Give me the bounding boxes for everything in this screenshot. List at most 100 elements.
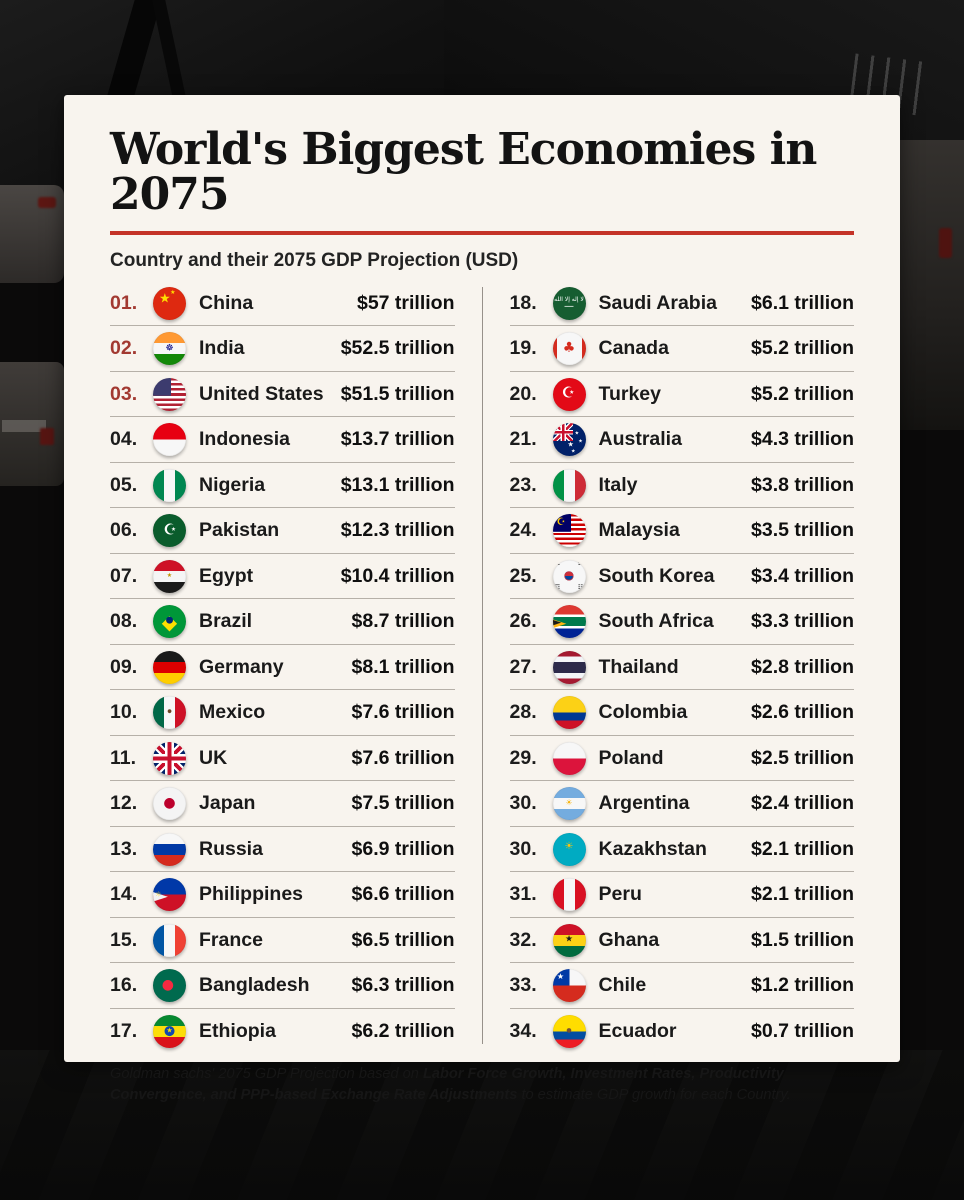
gdp-value: $2.6 trillion (751, 701, 854, 723)
rank-label: 06. (110, 519, 138, 541)
flag-emblem: ☀ (564, 841, 574, 853)
flag-emblem: ★ (574, 430, 580, 437)
flag-emblem: ☪ (561, 383, 576, 402)
country-name: South Africa (598, 610, 714, 632)
flag-emblem: ★ (166, 572, 173, 579)
flag-saudi-arabia-icon: لا إله إلا الله — (552, 286, 586, 320)
country-name: Australia (598, 428, 682, 450)
rank-label: 20. (509, 382, 537, 405)
gdp-value: $0.7 trillion (751, 1020, 854, 1042)
flag-emblem: ► (552, 607, 567, 636)
country-name: Malaysia (598, 519, 680, 541)
gdp-value: $3.4 trillion (751, 564, 854, 587)
country-name: Chile (598, 974, 647, 996)
country-name: Mexico (199, 701, 266, 723)
rank-label: 21. (509, 428, 537, 450)
flag-emblem: ★ (567, 440, 574, 449)
country-name: Turkey (598, 382, 662, 405)
subtitle: Country and their 2075 GDP Projection (U… (110, 249, 519, 271)
background-floor-fade (0, 1050, 964, 1200)
ranking-row-germany: 09. Germany $8.1 trillion (110, 645, 455, 691)
rank-label: 04. (110, 428, 138, 450)
country-name: Egypt (199, 564, 254, 587)
footer-text: to estimate GDP growth for each Country. (517, 1087, 791, 1104)
gdp-value: $57 trillion (356, 291, 455, 314)
gdp-value: $5.2 trillion (751, 382, 854, 405)
flag-emblem: ★ (556, 972, 564, 982)
ranking-row-chile: 33. ★ Chile $1.2 trillion (509, 963, 854, 1009)
gdp-value: $51.5 trillion (340, 382, 455, 405)
flag-japan-icon: ● (153, 787, 186, 820)
country-name: Thailand (598, 655, 679, 678)
flag-colombia-icon (552, 696, 586, 729)
flag-emblem: ☪ (163, 520, 177, 539)
ranking-row-bangladesh: 16. ● Bangladesh $6.3 trillion (110, 963, 455, 1009)
flag-emblem: — (564, 300, 574, 312)
rank-label: 24. (509, 519, 537, 541)
gdp-value: $2.1 trillion (751, 883, 854, 905)
background-license-plate (2, 420, 46, 432)
gdp-value: $7.5 trillion (351, 792, 455, 814)
ranking-row-peru: 31. Peru $2.1 trillion (509, 872, 854, 918)
country-name: Ecuador (598, 1020, 677, 1042)
flag-egypt-icon: ★ (153, 559, 186, 593)
gdp-value: $6.3 trillion (351, 974, 455, 996)
country-name: Nigeria (199, 473, 266, 496)
gdp-value: $13.1 trillion (340, 473, 455, 496)
ranking-row-brazil: 08. ◆ ● Brazil $8.7 trillion (110, 599, 455, 645)
ranking-row-philippines: 14. ► ☼ Philippines $6.6 trillion (110, 872, 455, 918)
country-name: China (199, 291, 254, 314)
rank-label: 28. (509, 701, 537, 723)
flag-south-africa-icon: ► ► (552, 605, 586, 638)
gdp-value: $6.5 trillion (351, 928, 455, 951)
rank-label: 32. (509, 928, 537, 951)
flag-emblem: لا إله إلا الله (554, 295, 584, 303)
flag-emblem: ☰ (554, 560, 561, 568)
rank-label: 26. (509, 610, 537, 632)
country-name: Philippines (199, 883, 304, 905)
ranking-row-japan: 12. ● Japan $7.5 trillion (110, 781, 455, 827)
ranking-row-argentina: 30. ☀ Argentina $2.4 trillion (509, 781, 854, 827)
gdp-value: $1.5 trillion (751, 928, 854, 951)
country-name: Bangladesh (199, 974, 310, 996)
gdp-value: $2.5 trillion (751, 746, 854, 769)
ranking-row-china: 01. ★ ★ China $57 trillion (110, 281, 455, 327)
gdp-value: $3.5 trillion (751, 519, 854, 541)
rank-label: 33. (509, 974, 537, 996)
gdp-value: $10.4 trillion (340, 564, 455, 587)
ranking-row-italy: 23. Italy $3.8 trillion (509, 463, 854, 509)
gdp-value: $8.1 trillion (351, 655, 455, 678)
flag-india-icon: ☸ (153, 332, 186, 365)
ranking-row-ecuador: 34. ● Ecuador $0.7 trillion (509, 1009, 854, 1055)
rank-label: 31. (509, 883, 537, 905)
ranking-row-uk: 11. UK $7.6 trillion (110, 736, 455, 782)
flag-emblem: ☀ (565, 798, 573, 808)
country-name: Japan (199, 792, 256, 814)
country-name: India (199, 337, 245, 359)
ranking-row-canada: 19. ♣ Canada $5.2 trillion (509, 326, 854, 372)
flag-emblem: ◆ (161, 609, 178, 634)
ranking-row-australia: 21. ★ ★ ★ ★ Australia $4.3 trillion (509, 417, 854, 463)
ranking-row-thailand: 27. Thailand $2.8 trillion (509, 645, 854, 691)
flag-united-states-icon (153, 377, 186, 411)
gdp-value: $6.2 trillion (351, 1020, 455, 1042)
country-name: Canada (598, 337, 669, 359)
country-name: UK (199, 746, 228, 769)
flag-emblem: ► (552, 612, 562, 630)
flag-emblem: ★ (170, 289, 176, 297)
rank-label: 08. (110, 610, 138, 632)
country-name: Peru (598, 883, 642, 905)
flag-italy-icon (552, 468, 586, 502)
gdp-value: $1.2 trillion (751, 974, 854, 996)
rank-label: 23. (509, 473, 537, 496)
rank-label: 34. (509, 1020, 537, 1042)
rank-label: 17. (110, 1020, 138, 1042)
ranking-row-south-africa: 26. ► ► South Africa $3.3 trillion (509, 599, 854, 645)
footer-text: Goldman sachs' 2075 GDP Projection based… (110, 1066, 423, 1083)
gdp-value: $8.7 trillion (351, 610, 455, 632)
gdp-value: $2.8 trillion (751, 655, 854, 678)
flag-peru-icon (552, 878, 586, 911)
rank-label: 18. (509, 291, 537, 314)
ranking-column-left: 01. ★ ★ China $57 trillion 02. ☸ India $5… (110, 281, 455, 1055)
rank-label: 05. (110, 473, 138, 496)
